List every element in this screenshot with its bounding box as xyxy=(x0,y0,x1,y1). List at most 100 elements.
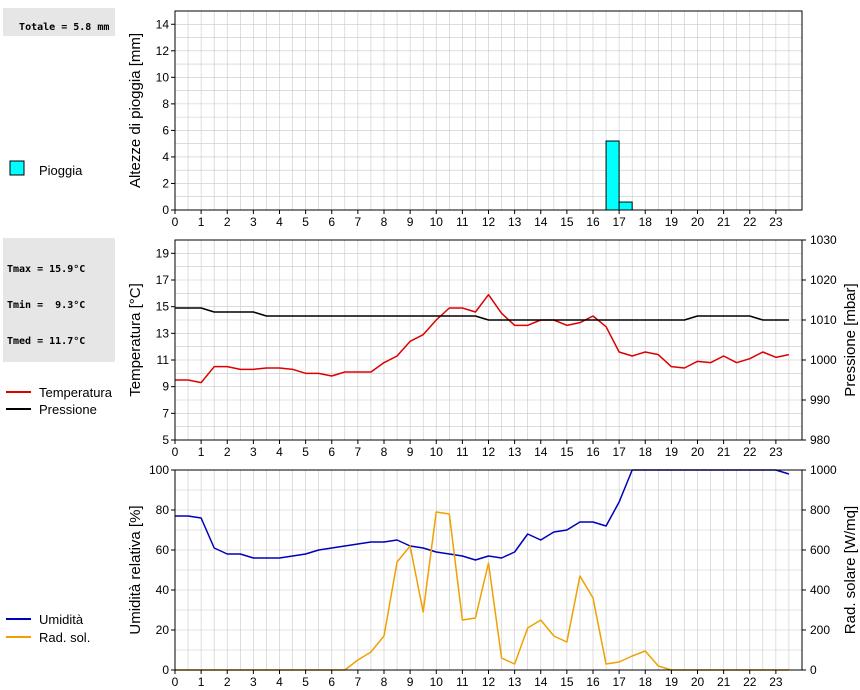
legend-temperature-label: Temperatura xyxy=(39,385,113,400)
legend-solar: Rad. sol. xyxy=(6,630,90,645)
panel2-x-tick-label: 6 xyxy=(328,445,335,459)
panel1-x-tick-label: 3 xyxy=(250,215,257,229)
panel2-y2-tick-label: 990 xyxy=(810,393,830,407)
panel3-x-tick-label: 15 xyxy=(560,675,574,689)
panel2-y2-tick-label: 1010 xyxy=(810,313,837,327)
tmed-text: Tmed = 11.7°C xyxy=(7,336,86,347)
panel3-y2-tick-label: 200 xyxy=(810,623,830,637)
panel3-x-tick-label: 16 xyxy=(586,675,600,689)
panel3-x-tick-label: 4 xyxy=(276,675,283,689)
panel2-x-tick-label: 14 xyxy=(534,445,548,459)
rain-total-box: Totale = 5.8 mm xyxy=(3,8,115,36)
panel2-x-tick-label: 0 xyxy=(172,445,179,459)
panel3-x-tick-label: 21 xyxy=(717,675,731,689)
temperature-summary-box: Tmax = 15.9°C Tmin = 9.3°C Tmed = 11.7°C xyxy=(3,238,115,362)
panel3-y-tick-label: 80 xyxy=(156,503,170,517)
panel1-x-tick-label: 12 xyxy=(482,215,496,229)
legend-temperature: Temperatura xyxy=(6,385,113,400)
panel3-x-tick-label: 0 xyxy=(172,675,179,689)
panel1-y-axis-label: Altezze di pioggia [mm] xyxy=(127,33,144,188)
panel1-x-tick-label: 7 xyxy=(355,215,362,229)
panel3-y-tick-label: 20 xyxy=(156,623,170,637)
panel2-x-tick-label: 22 xyxy=(743,445,757,459)
panel2-x-tick-label: 13 xyxy=(508,445,522,459)
panel2-y2-tick-label: 1020 xyxy=(810,273,837,287)
panel2-y-tick-label: 5 xyxy=(162,433,169,447)
panel3-x-tick-label: 18 xyxy=(639,675,653,689)
panel3-x-tick-label: 2 xyxy=(224,675,231,689)
panel2-x-tick-label: 1 xyxy=(198,445,205,459)
panel1-y-tick-label: 14 xyxy=(156,17,170,31)
panel2-x-tick-label: 19 xyxy=(665,445,679,459)
panel3-x-tick-label: 20 xyxy=(691,675,705,689)
panel3-x-tick-label: 1 xyxy=(198,675,205,689)
panel3-x-tick-label: 3 xyxy=(250,675,257,689)
panel2-y-tick-label: 7 xyxy=(162,406,169,420)
panel2-x-tick-label: 7 xyxy=(355,445,362,459)
panel2-x-tick-label: 11 xyxy=(456,445,469,459)
panel1-x-tick-label: 9 xyxy=(407,215,414,229)
panel2-x-tick-label: 15 xyxy=(560,445,574,459)
panel3-y2-tick-label: 400 xyxy=(810,583,830,597)
panel1-x-tick-label: 14 xyxy=(534,215,548,229)
panel3-y-tick-label: 60 xyxy=(156,543,170,557)
panel1-x-tick-label: 2 xyxy=(224,215,231,229)
panel2-x-tick-label: 23 xyxy=(769,445,783,459)
panel1-y-tick-label: 10 xyxy=(156,70,170,84)
panel3-x-tick-label: 9 xyxy=(407,675,414,689)
panel3-x-tick-label: 11 xyxy=(456,675,469,689)
legend-rain: Pioggia xyxy=(9,160,83,178)
panel1-y-tick-label: 2 xyxy=(162,176,169,190)
panel3-x-tick-label: 8 xyxy=(381,675,388,689)
panel3-x-tick-label: 19 xyxy=(665,675,679,689)
panel1-x-tick-label: 1 xyxy=(198,215,205,229)
panel1-x-tick-label: 18 xyxy=(639,215,653,229)
panel1-x-tick-label: 0 xyxy=(172,215,179,229)
chart-layer: 0 1 2 3 4 5 6 7 8 9 10 11 12 13 14 15 16 17 18 19 20 21 22 2302… xyxy=(127,10,859,689)
panel2-pressure-line xyxy=(175,307,789,321)
panel1-x-tick-label: 4 xyxy=(276,215,283,229)
panel3-x-tick-label: 14 xyxy=(534,675,548,689)
panel1-x-tick-label: 8 xyxy=(381,215,388,229)
panel3-x-tick-label: 10 xyxy=(430,675,444,689)
legend-pressure: Pressione xyxy=(6,402,97,417)
rain-total: Totale = 5.8 mm xyxy=(19,22,110,33)
legend-rain-label: Pioggia xyxy=(39,163,83,178)
panel2-x-tick-label: 9 xyxy=(407,445,414,459)
panel1-y-tick-label: 6 xyxy=(162,123,169,137)
panel3-x-tick-label: 17 xyxy=(612,675,626,689)
panel2-y2-tick-label: 1000 xyxy=(810,353,837,367)
panel3-y-tick-label: 0 xyxy=(162,663,169,677)
panel2-x-tick-label: 5 xyxy=(302,445,309,459)
panel2-x-tick-label: 20 xyxy=(691,445,705,459)
panel3-y2-tick-label: 1000 xyxy=(810,463,837,477)
panel3-x-tick-label: 6 xyxy=(328,675,335,689)
panel1-x-tick-label: 20 xyxy=(691,215,705,229)
panel2-temperature-line xyxy=(175,293,790,384)
panel2-y2-tick-label: 1030 xyxy=(810,233,837,247)
panel3-x-tick-label: 23 xyxy=(769,675,783,689)
panel1-y-tick-label: 4 xyxy=(162,150,169,164)
panel2-x-tick-label: 2 xyxy=(224,445,231,459)
legend-pressure-label: Pressione xyxy=(39,402,97,417)
panel1-rain-bar xyxy=(618,201,633,211)
panel1-x-tick-label: 15 xyxy=(560,215,574,229)
panel1-x-tick-label: 19 xyxy=(665,215,679,229)
tmin-text: Tmin = 9.3°C xyxy=(7,300,86,311)
panel3-y-tick-label: 100 xyxy=(149,463,169,477)
panel2-x-tick-label: 18 xyxy=(639,445,653,459)
panel2-y-tick-label: 9 xyxy=(162,380,169,394)
panel1-y-tick-label: 12 xyxy=(156,44,170,58)
panel3-y2-tick-label: 0 xyxy=(810,663,817,677)
panel2-x-tick-label: 10 xyxy=(430,445,444,459)
legend-rain-swatch xyxy=(9,160,25,176)
panel3-x-tick-label: 22 xyxy=(743,675,757,689)
panel3-y2-tick-label: 800 xyxy=(810,503,830,517)
panel3-x-tick-label: 5 xyxy=(302,675,309,689)
panel1-x-tick-label: 10 xyxy=(430,215,444,229)
panel2-y2-tick-label: 980 xyxy=(810,433,830,447)
panel1-x-tick-label: 17 xyxy=(612,215,626,229)
panel2-x-tick-label: 4 xyxy=(276,445,283,459)
panel1-x-tick-label: 16 xyxy=(586,215,600,229)
